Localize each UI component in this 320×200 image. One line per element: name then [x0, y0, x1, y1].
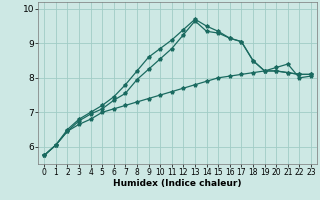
X-axis label: Humidex (Indice chaleur): Humidex (Indice chaleur) [113, 179, 242, 188]
